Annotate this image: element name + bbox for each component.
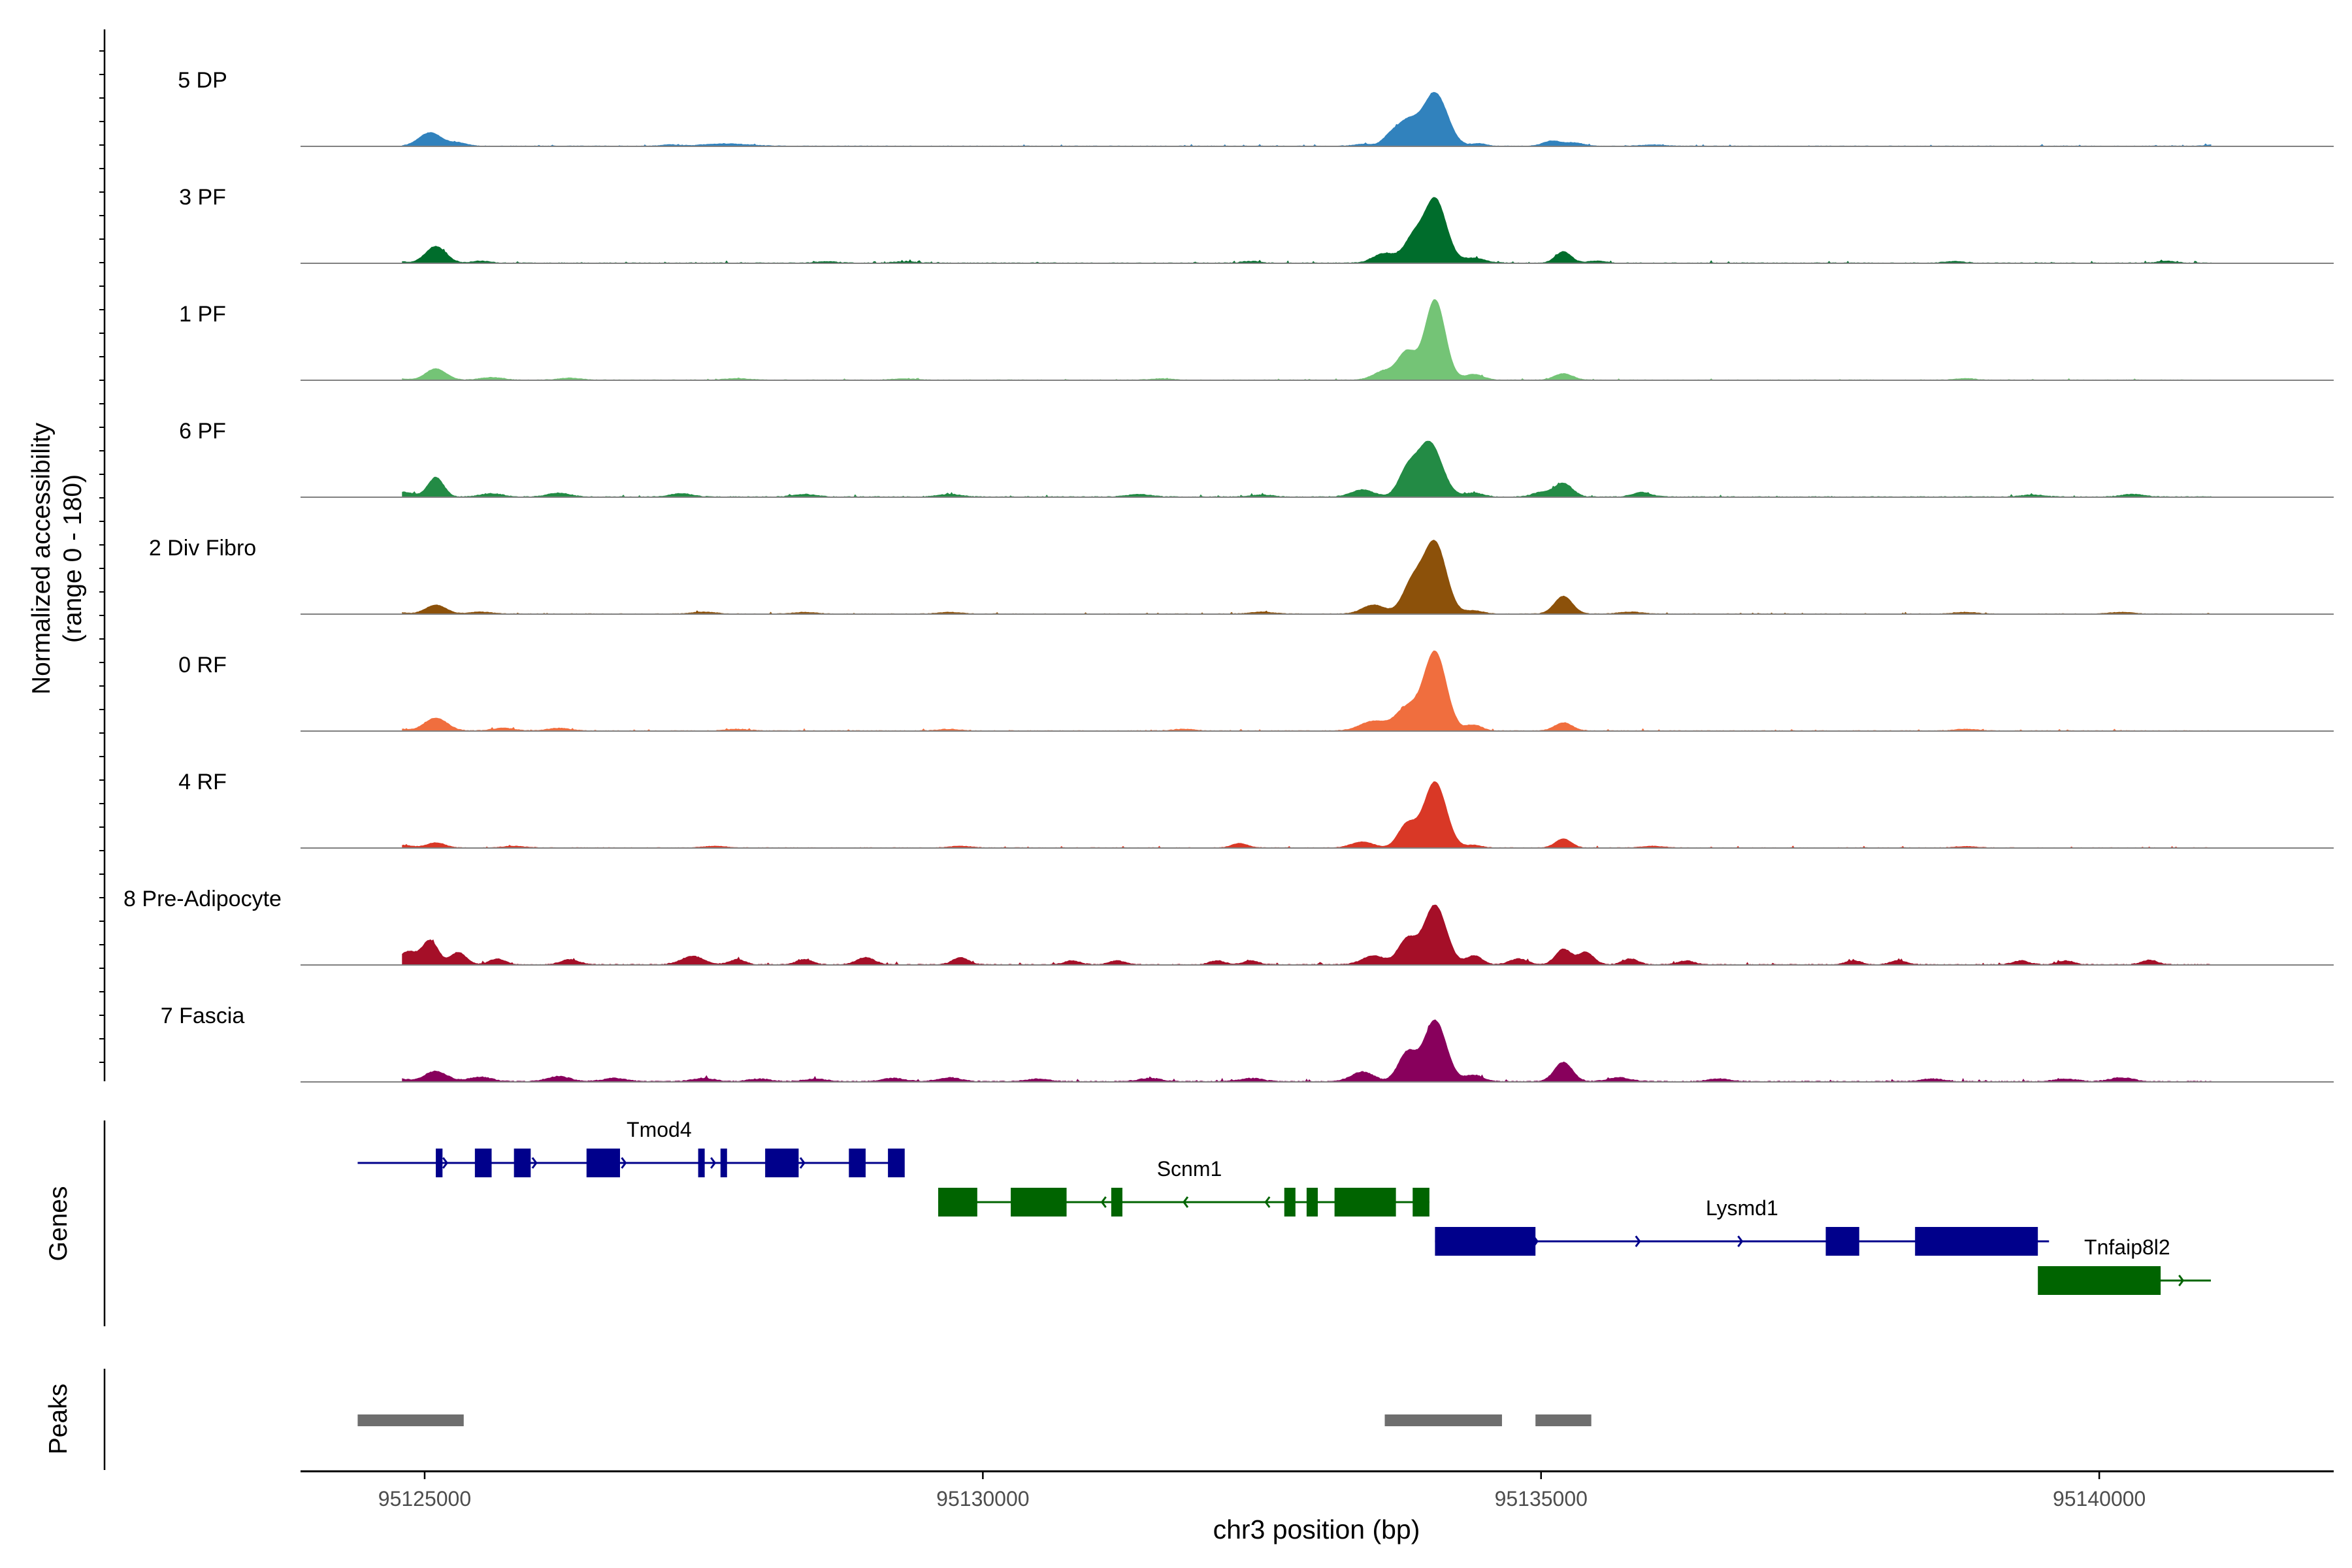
coverage-tracks: 5 DP 3 PF 1 PF 6 PF 2 Div Fibro 0 RF 4 RF 8 Pre… xyxy=(123,68,2334,1083)
coverage-area-7 xyxy=(402,904,2212,966)
gene-exon-2 xyxy=(1915,1227,2038,1256)
peak-region-1 xyxy=(1384,1414,1502,1426)
track-label-5: 0 RF xyxy=(178,653,227,678)
track-label-8: 7 Fascia xyxy=(161,1004,245,1028)
coverage-area-0 xyxy=(402,91,2212,147)
gene-exon-1 xyxy=(1334,1188,1396,1217)
gene-exon-0 xyxy=(474,1149,492,1177)
gene-exon-2 xyxy=(1825,1227,1859,1256)
gene-strand-arrow-0 xyxy=(531,1157,538,1169)
peak-region-2 xyxy=(1535,1414,1592,1426)
coverage-area-1 xyxy=(402,197,2212,264)
coverage-area-3 xyxy=(402,440,2212,498)
coverage-area-4 xyxy=(402,540,2212,615)
x-tick-label: 95130000 xyxy=(936,1487,1029,1511)
coverage-area-8 xyxy=(402,1019,2212,1083)
gene-name-2: Lysmd1 xyxy=(1706,1196,1778,1220)
gene-exon-0 xyxy=(514,1149,531,1177)
y-axis-title-line2: (range 0 - 180) xyxy=(59,474,87,643)
gene-exon-3 xyxy=(2038,1266,2161,1295)
track-label-4: 2 Div Fibro xyxy=(149,536,256,561)
gene-exon-1 xyxy=(1306,1188,1318,1217)
axes: 95125000 95130000 95135000 95140000 xyxy=(99,29,2334,1511)
coverage-area-5 xyxy=(402,650,2212,732)
gene-exon-0 xyxy=(720,1149,727,1177)
track-label-2: 1 PF xyxy=(179,302,226,327)
gene-annotation-track: Tmod4 Scnm1 Lysmd1 Tnfaip8l2 xyxy=(357,1118,2212,1295)
track-label-7: 8 Pre-Adipocyte xyxy=(123,887,282,911)
track-label-3: 6 PF xyxy=(179,419,226,444)
gene-exon-1 xyxy=(1011,1188,1067,1217)
gene-strand-arrow-0 xyxy=(442,1157,449,1169)
gene-exon-1 xyxy=(1111,1188,1122,1217)
x-tick-label: 95125000 xyxy=(378,1487,471,1511)
track-label-6: 4 RF xyxy=(178,770,227,794)
gene-name-0: Tmod4 xyxy=(627,1118,692,1141)
gene-strand-arrow-2 xyxy=(1635,1235,1641,1247)
x-axis-title: chr3 position (bp) xyxy=(1213,1514,1420,1544)
peak-region-0 xyxy=(357,1414,464,1426)
x-tick-label: 95140000 xyxy=(2053,1487,2146,1511)
gene-name-3: Tnfaip8l2 xyxy=(2084,1235,2170,1259)
x-tick-label: 95135000 xyxy=(1495,1487,1588,1511)
y-axis-title-line1: Normalized accessibility xyxy=(27,422,56,694)
gene-exon-0 xyxy=(436,1149,443,1177)
peaks-track-label: Peaks xyxy=(44,1384,73,1454)
gene-exon-1 xyxy=(1284,1188,1296,1217)
gene-strand-arrow-3 xyxy=(2178,1275,2185,1286)
gene-exon-1 xyxy=(1413,1188,1429,1217)
track-label-1: 3 PF xyxy=(179,185,226,210)
gene-exon-1 xyxy=(938,1188,977,1217)
gene-exon-0 xyxy=(586,1149,621,1177)
gene-strand-arrow-0 xyxy=(621,1157,627,1169)
coverage-area-6 xyxy=(402,781,2212,849)
gene-strand-arrow-0 xyxy=(710,1157,717,1169)
gene-name-1: Scnm1 xyxy=(1157,1157,1222,1181)
gene-exon-0 xyxy=(698,1149,705,1177)
gene-exon-2 xyxy=(1435,1227,1536,1256)
peaks-track xyxy=(357,1414,1592,1426)
track-label-0: 5 DP xyxy=(178,68,227,93)
gene-exon-0 xyxy=(888,1149,905,1177)
gene-strand-arrow-0 xyxy=(799,1157,806,1169)
gene-strand-arrow-2 xyxy=(1737,1235,1744,1247)
gene-exon-0 xyxy=(849,1149,866,1177)
gene-strand-arrow-1 xyxy=(1100,1196,1107,1208)
gene-strand-arrow-1 xyxy=(1264,1196,1271,1208)
gene-exon-0 xyxy=(765,1149,799,1177)
genes-track-label: Genes xyxy=(44,1186,73,1262)
gene-strand-arrow-1 xyxy=(1183,1196,1189,1208)
coverage-area-2 xyxy=(402,299,2212,381)
